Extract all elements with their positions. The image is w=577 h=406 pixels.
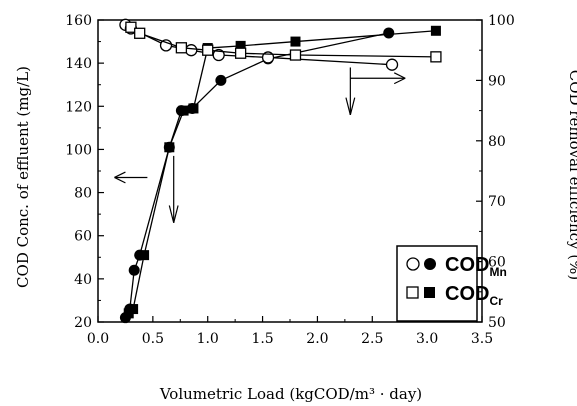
- arrow-head: [174, 206, 178, 223]
- y-left-tick-label: 60: [74, 229, 92, 245]
- x-tick-label: 0.5: [142, 331, 164, 347]
- x-tick-label: 3.5: [471, 331, 493, 347]
- data-point: [128, 304, 138, 314]
- y-axis-left-label: COD Conc. of effluent (mg/L): [14, 66, 32, 288]
- arrow-head: [394, 73, 405, 78]
- y-right-tick-label: 70: [488, 194, 506, 210]
- series-layer: [120, 19, 441, 323]
- x-tick-label: 2.0: [306, 331, 328, 347]
- legend-filled-square-marker: [424, 287, 435, 298]
- data-point: [431, 26, 441, 36]
- data-point: [236, 48, 246, 58]
- arrow-head: [350, 98, 354, 115]
- x-tick-label: 1.5: [251, 331, 273, 347]
- arrow-head: [394, 78, 405, 83]
- data-point: [135, 28, 145, 38]
- legend-filled-circle-marker: [424, 258, 436, 270]
- legend-open-circle-marker: [407, 258, 419, 270]
- x-tick-label: 0.0: [87, 331, 109, 347]
- x-axis-label: Volumetric Load (kgCOD/m³ · day): [159, 385, 422, 403]
- y-left-tick-label: 20: [74, 315, 92, 331]
- series-line: [129, 31, 436, 314]
- data-point: [176, 43, 186, 53]
- y-left-tick-label: 40: [74, 272, 92, 288]
- arrow-head: [114, 177, 125, 182]
- annotation-arrows: [114, 67, 405, 222]
- data-point: [188, 103, 198, 113]
- y-left-tick-label: 140: [65, 56, 92, 72]
- data-point: [383, 27, 394, 38]
- data-point: [387, 59, 398, 70]
- data-point: [179, 106, 189, 116]
- y-left-tick-label: 80: [74, 186, 92, 202]
- data-point: [164, 142, 174, 152]
- data-point: [139, 250, 149, 260]
- y-right-tick-label: 90: [488, 73, 506, 89]
- series-cod-mn: [120, 27, 394, 323]
- y-right-tick-label: 80: [488, 134, 506, 150]
- arrow-head: [346, 98, 350, 115]
- x-tick-label: 3.0: [416, 331, 438, 347]
- legend-open-square-marker: [407, 287, 418, 298]
- data-point: [290, 37, 300, 47]
- legend-label-cod-cr: CODCr: [445, 283, 503, 308]
- y-right-tick-label: 50: [488, 315, 506, 331]
- y-right-tick-label: 100: [488, 13, 515, 29]
- x-tick-label: 1.0: [197, 331, 219, 347]
- arrow-head: [114, 172, 125, 177]
- data-point: [203, 45, 213, 55]
- y-left-tick-label: 100: [65, 142, 92, 158]
- series-line: [125, 33, 388, 318]
- arrow-head: [169, 206, 173, 223]
- y-left-tick-label: 120: [65, 99, 92, 115]
- data-point: [290, 50, 300, 60]
- x-tick-label: 2.5: [361, 331, 383, 347]
- data-point: [431, 52, 441, 62]
- data-point: [215, 75, 226, 86]
- y-left-tick-label: 160: [65, 13, 92, 29]
- data-point: [186, 45, 197, 56]
- y-axis-right-label: COD removal efficiency (%): [566, 70, 577, 281]
- data-point: [129, 265, 140, 276]
